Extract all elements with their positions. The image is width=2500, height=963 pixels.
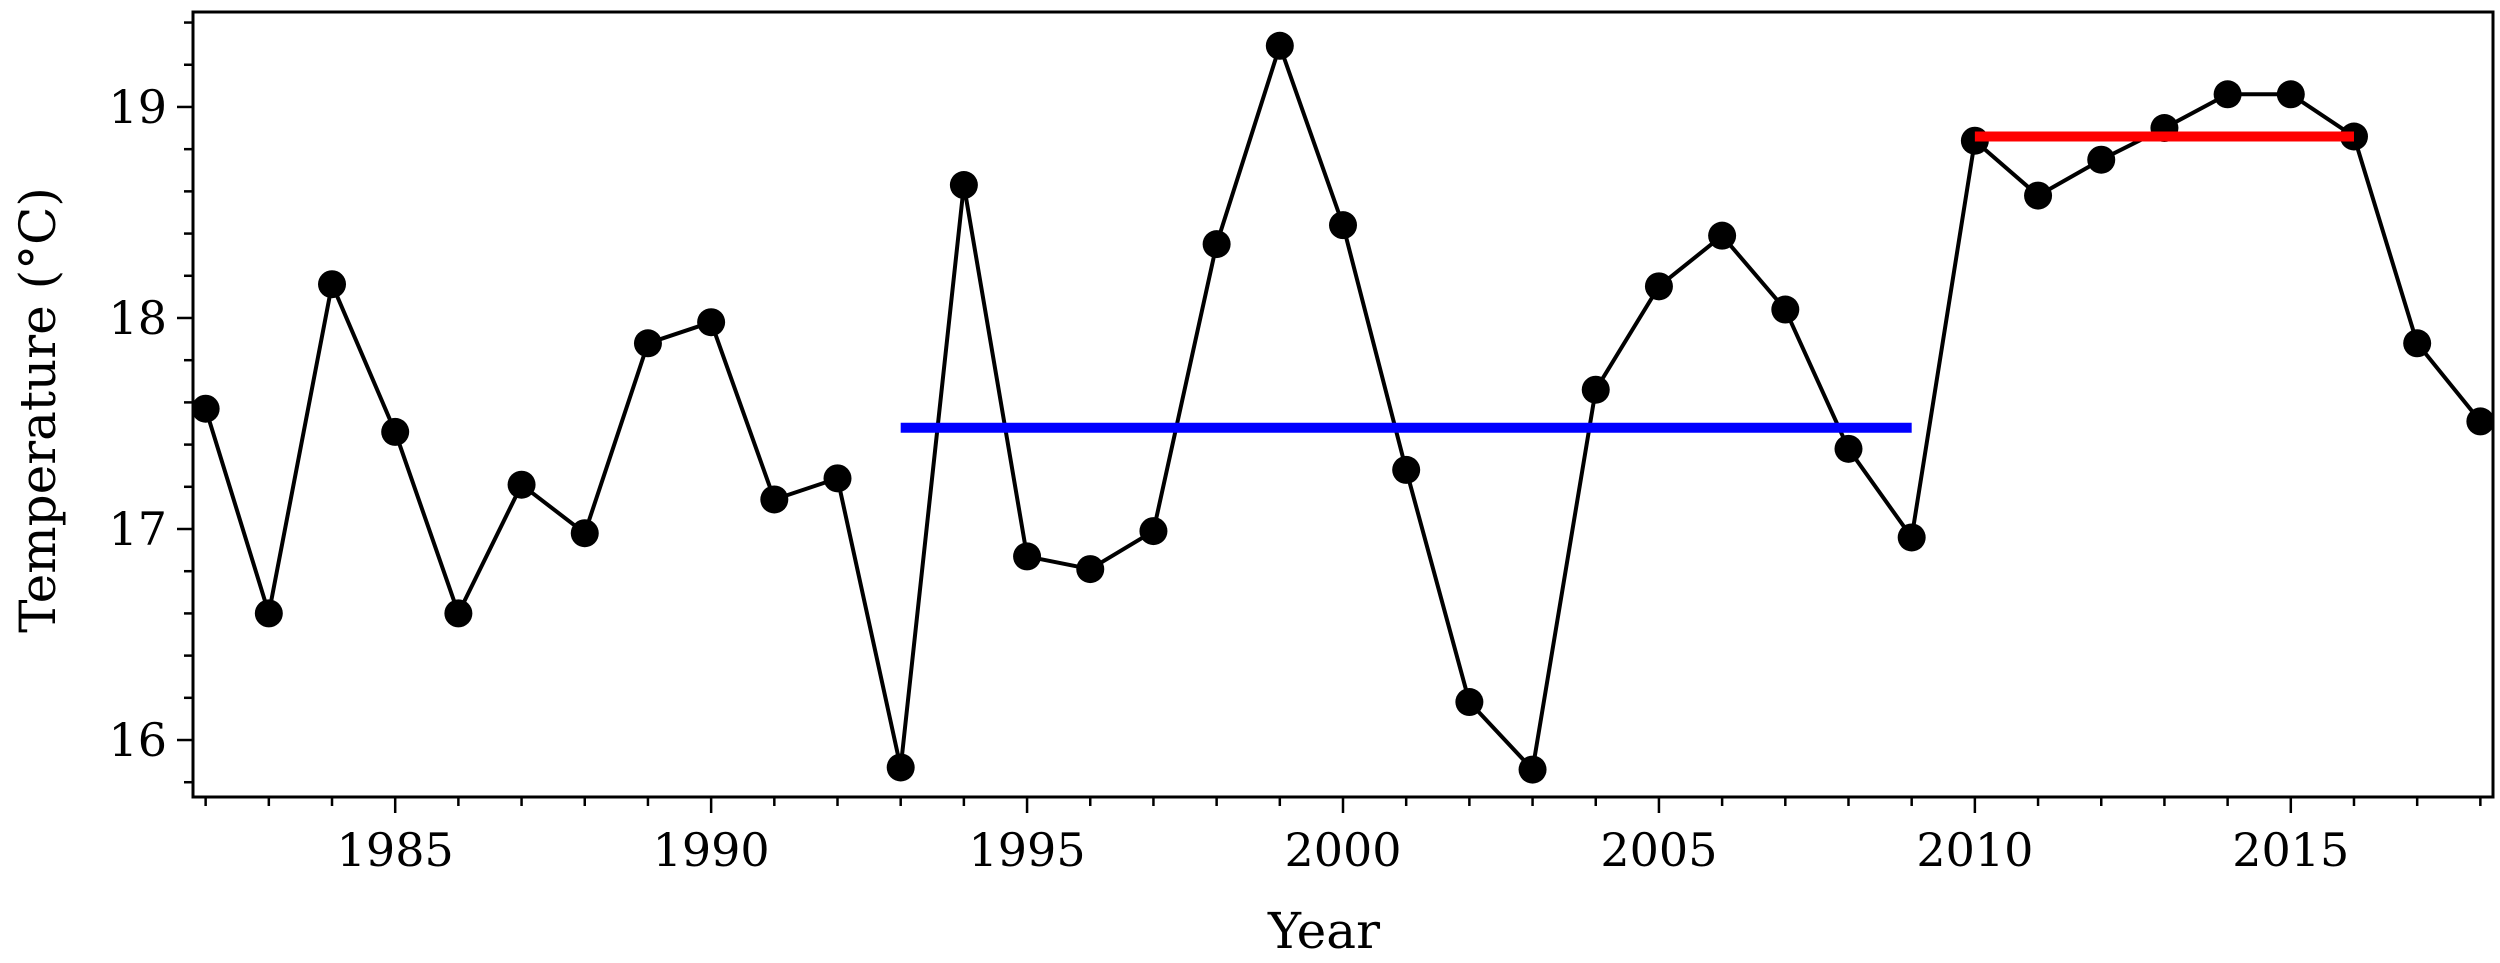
data-point [1265, 31, 1294, 60]
data-point [191, 394, 220, 423]
data-point [697, 308, 726, 337]
data-point [254, 599, 283, 628]
data-point [1581, 375, 1610, 404]
data-point [381, 417, 410, 446]
data-point [949, 171, 978, 200]
data-point [1013, 542, 1042, 571]
data-point [570, 519, 599, 548]
data-point [1834, 434, 1863, 463]
y-tick-label: 18 [108, 291, 167, 345]
y-tick-label: 17 [108, 502, 167, 556]
data-point [2466, 407, 2495, 436]
x-axis-label: Year [1267, 902, 1380, 960]
x-tick-label: 2010 [1916, 823, 2033, 877]
x-tick-label: 1995 [969, 823, 1086, 877]
y-tick-label: 16 [108, 713, 167, 767]
data-point [507, 470, 536, 499]
data-point [1518, 755, 1547, 784]
data-point [2213, 80, 2242, 109]
data-point [1139, 517, 1168, 546]
data-point [1897, 523, 1926, 552]
data-point [1708, 221, 1737, 250]
x-tick-label: 2005 [1600, 823, 1717, 877]
data-point [1202, 230, 1231, 259]
data-point [444, 599, 473, 628]
data-point [318, 270, 347, 299]
data-point [1644, 272, 1673, 301]
x-tick-label: 2015 [2232, 823, 2349, 877]
data-point [823, 464, 852, 493]
axis-ticks: 1985 1990 1995 2000 2005 2010 2015 16 17 18 19 [108, 21, 2482, 877]
x-tick-label: 1985 [337, 823, 454, 877]
plot-area [191, 31, 2495, 784]
data-point [1455, 688, 1484, 717]
data-point [2403, 329, 2432, 358]
data-point [886, 753, 915, 782]
data-point [1771, 295, 1800, 324]
data-point [2087, 145, 2116, 174]
data-point [760, 485, 789, 514]
data-point [633, 329, 662, 358]
data-point [2024, 181, 2053, 210]
x-tick-label: 2000 [1284, 823, 1401, 877]
y-tick-label: 19 [108, 80, 167, 134]
data-point [2276, 80, 2305, 109]
data-point [1329, 211, 1357, 240]
series-line [203, 43, 2482, 772]
data-point [1076, 555, 1105, 584]
plot-frame [191, 10, 2495, 799]
y-axis-label: Temperature (°C) [9, 187, 67, 633]
x-tick-label: 1990 [653, 823, 770, 877]
data-point [1392, 455, 1421, 484]
